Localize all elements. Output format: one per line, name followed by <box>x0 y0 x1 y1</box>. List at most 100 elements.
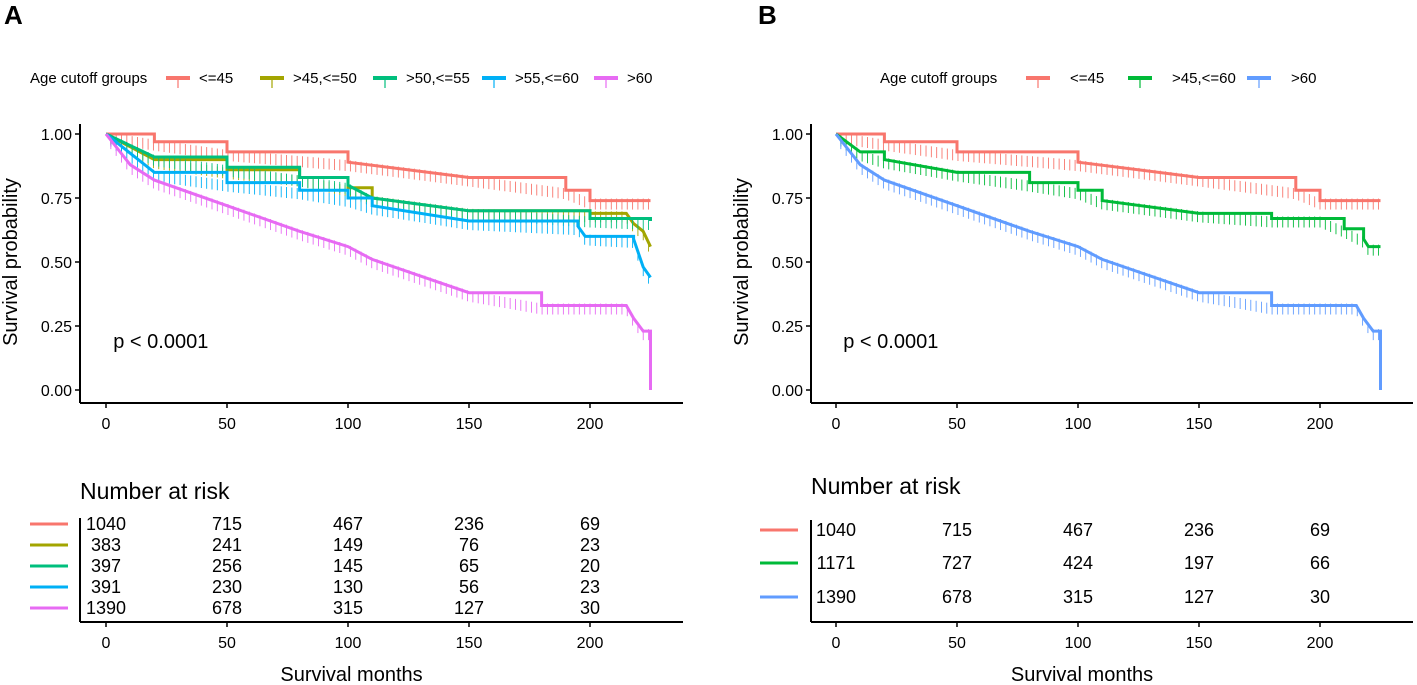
risk-table-title: Number at risk <box>80 478 230 504</box>
risk-value: 391 <box>91 577 121 597</box>
legend-label: <=45 <box>199 70 233 87</box>
survival-curve-<=45 <box>836 132 1381 203</box>
censor-marks <box>110 135 650 284</box>
risk-value: 1040 <box>86 514 126 534</box>
risk-value: 678 <box>212 598 242 618</box>
legend-label: >60 <box>1291 70 1316 87</box>
risk-value: 236 <box>1184 520 1214 540</box>
risk-value: 397 <box>91 556 121 576</box>
risk-x-tick-label: 100 <box>1065 635 1092 652</box>
legend: Age cutoff groups <=45 >45,<=50 >50,<=55 >55… <box>30 70 652 88</box>
risk-value: 56 <box>459 577 479 597</box>
risk-x-tick-label: 200 <box>577 635 604 652</box>
risk-value: 69 <box>1310 520 1330 540</box>
y-tick-label: 0.50 <box>41 255 72 272</box>
y-tick-label: 0.75 <box>772 191 803 208</box>
risk-value: 315 <box>333 598 363 618</box>
x-tick-label: 0 <box>832 416 841 433</box>
censor-marks <box>110 138 650 341</box>
risk-value: 241 <box>212 535 242 555</box>
y-tick-label: 0.50 <box>772 255 803 272</box>
legend-title: Age cutoff groups <box>30 70 147 87</box>
risk-x-tick-label: 0 <box>102 635 111 652</box>
x-tick-label: 150 <box>1186 416 1213 433</box>
censor-marks <box>840 135 1380 256</box>
legend-item: <=45 <box>166 70 233 88</box>
risk-value: 727 <box>942 553 972 573</box>
censor-marks <box>840 132 1380 210</box>
legend-item: >60 <box>1247 70 1316 88</box>
risk-value: 715 <box>212 514 242 534</box>
risk-value: 1390 <box>86 598 126 618</box>
y-axis-title: Survival probability <box>0 178 22 346</box>
x-tick-label: 200 <box>577 416 604 433</box>
risk-x-tick-label: 100 <box>335 635 362 652</box>
risk-value: 467 <box>1063 520 1093 540</box>
panel-letter: B <box>758 0 777 30</box>
risk-value: 236 <box>454 514 484 534</box>
risk-value: 65 <box>459 556 479 576</box>
legend-label: <=45 <box>1070 70 1104 87</box>
legend-item: >60 <box>594 70 652 88</box>
risk-value: 467 <box>333 514 363 534</box>
risk-value: 127 <box>454 598 484 618</box>
legend-item: >50,<=55 <box>373 70 470 88</box>
risk-value: 230 <box>212 577 242 597</box>
y-tick-label: 0.25 <box>772 319 803 336</box>
risk-table-title: Number at risk <box>811 473 961 499</box>
x-tick-label: 100 <box>335 416 362 433</box>
y-tick-label: 0.00 <box>41 383 72 400</box>
legend-item: <=45 <box>1026 70 1104 88</box>
risk-x-tick-label: 50 <box>218 635 236 652</box>
survival-curve-<=45 <box>106 132 651 203</box>
risk-x-tick-label: 50 <box>948 635 966 652</box>
x-tick-label: 100 <box>1065 416 1092 433</box>
survival-curve->55,<=60 <box>105 132 652 279</box>
censor-marks <box>110 132 650 210</box>
risk-value: 149 <box>333 535 363 555</box>
legend-label: >45,<=50 <box>293 70 357 87</box>
risk-value: 715 <box>942 520 972 540</box>
risk-table: Number at risk 1040 715 467 236 69 383 241 149 76… <box>30 478 683 685</box>
risk-value: 383 <box>91 535 121 555</box>
risk-value: 20 <box>580 556 600 576</box>
legend-title: Age cutoff groups <box>880 70 997 87</box>
risk-value: 197 <box>1184 553 1214 573</box>
risk-value: 678 <box>942 587 972 607</box>
risk-value: 66 <box>1310 553 1330 573</box>
legend-item: >55,<=60 <box>482 70 579 88</box>
x-tick-label: 150 <box>456 416 483 433</box>
y-tick-label: 1.00 <box>41 127 72 144</box>
y-tick-label: 0.75 <box>41 191 72 208</box>
legend-label: >45,<=60 <box>1172 70 1236 87</box>
y-axis-title: Survival probability <box>731 178 753 346</box>
panel-letter: A <box>4 0 23 30</box>
risk-x-tick-label: 200 <box>1307 635 1334 652</box>
risk-value: 424 <box>1063 553 1093 573</box>
risk-value: 30 <box>1310 587 1330 607</box>
risk-value: 1390 <box>816 587 856 607</box>
risk-value: 315 <box>1063 587 1093 607</box>
risk-value: 145 <box>333 556 363 576</box>
risk-value: 127 <box>1184 587 1214 607</box>
y-tick-label: 0.25 <box>41 319 72 336</box>
panel-b: B Age cutoff groups <=45 >45,<=60 >60 0.00 0.2… <box>731 0 1413 685</box>
legend-label: >55,<=60 <box>515 70 579 87</box>
x-axis-title: Survival months <box>1011 664 1153 685</box>
risk-value: 23 <box>580 577 600 597</box>
risk-x-tick-label: 150 <box>1186 635 1213 652</box>
censor-marks <box>840 138 1380 341</box>
risk-value: 30 <box>580 598 600 618</box>
p-value-annotation: p < 0.0001 <box>843 331 938 353</box>
risk-value: 1040 <box>816 520 856 540</box>
x-axis-title: Survival months <box>280 664 422 685</box>
legend-item: >45,<=60 <box>1128 70 1236 88</box>
panel-a: A Age cutoff groups <=45 >45,<=50 >50,<=55 >5… <box>0 0 683 685</box>
legend-item: >45,<=50 <box>260 70 357 88</box>
risk-x-tick-label: 150 <box>456 635 483 652</box>
risk-x-tick-label: 0 <box>832 635 841 652</box>
x-tick-label: 200 <box>1307 416 1334 433</box>
legend-label: >60 <box>627 70 652 87</box>
x-tick-label: 0 <box>102 416 111 433</box>
